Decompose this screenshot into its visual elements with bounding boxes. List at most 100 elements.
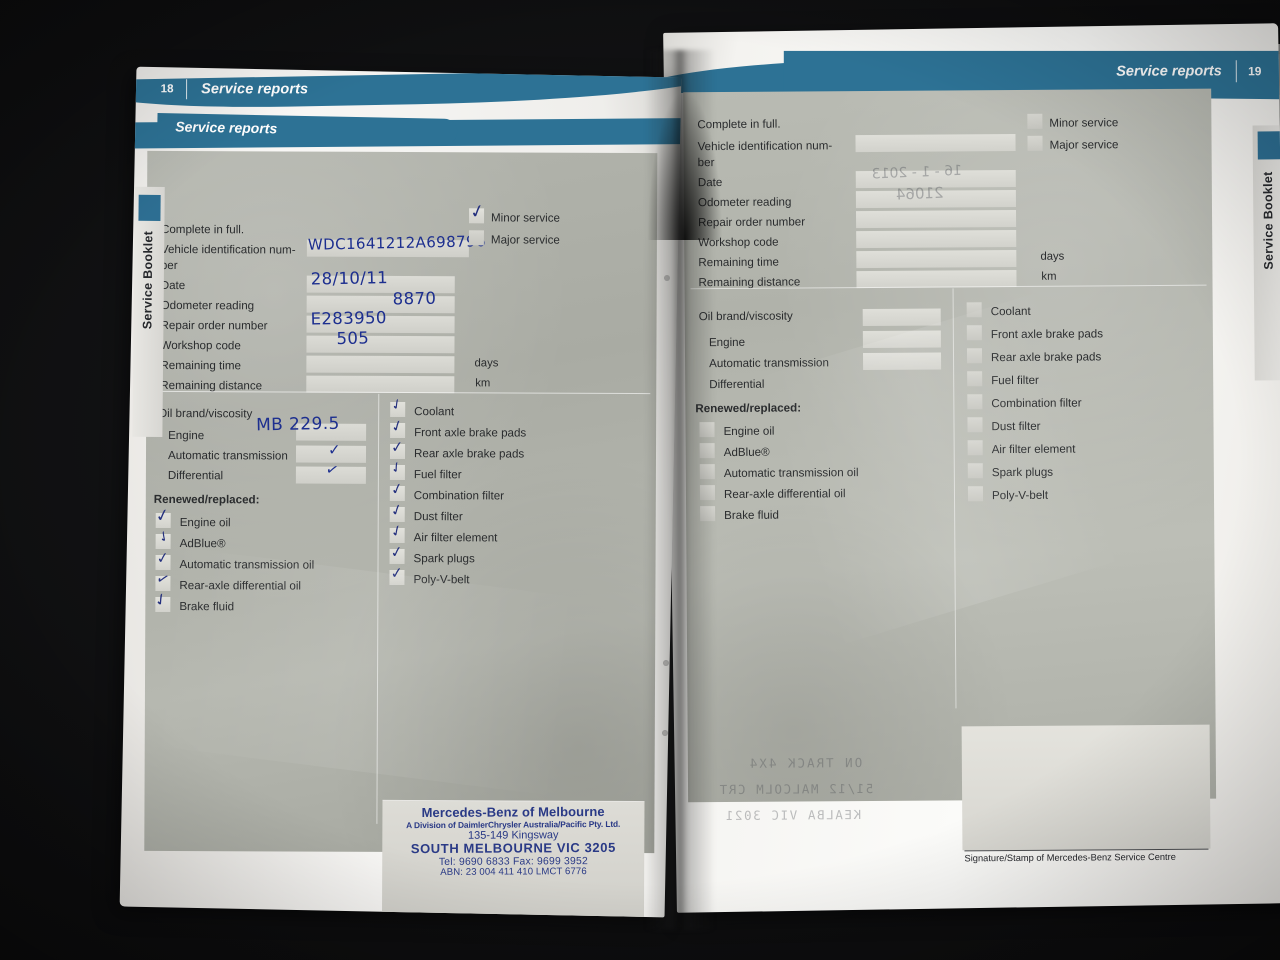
odometer-input[interactable]: 21064: [855, 184, 1016, 209]
oil-section-heading: Oil brand/viscosity: [158, 406, 253, 421]
field-label-repair-order: Repair order number: [160, 318, 268, 333]
signature-stamp-box[interactable]: Mercedes-Benz of Melbourne A Division of…: [381, 799, 645, 918]
workshop-code-input[interactable]: 505: [306, 328, 455, 354]
tick-icon: ✓: [388, 499, 406, 521]
checklist-label-fuel-filter: Fuel filter: [991, 373, 1039, 388]
oil-section-heading: Oil brand/viscosity: [698, 309, 793, 324]
repair-order-input[interactable]: [856, 209, 1017, 229]
unit-days: days: [474, 357, 499, 370]
left-page: 18 Service reports Service reports Compl…: [119, 66, 682, 918]
minor-service-label: Minor service: [491, 211, 561, 225]
oil-row-label-differential: Differential: [167, 468, 224, 483]
vin-input[interactable]: WDC1641212A698796: [306, 232, 486, 258]
tick-icon: ✓: [155, 548, 171, 568]
renewed-checkbox-brake-fluid[interactable]: ✓: [150, 588, 171, 613]
major-service-checkbox[interactable]: [1027, 135, 1043, 151]
bleed-stamp-line3: KEALBA VIC 3021: [724, 807, 862, 824]
checklist-checkbox-rear-axle-brake-pads[interactable]: ✓: [389, 437, 406, 460]
checklist-checkbox-front-axle-brake-pads[interactable]: [966, 325, 982, 341]
remaining-time-input[interactable]: days: [306, 355, 498, 374]
service-booklet: Service reports 19 Complete in full. Veh…: [60, 10, 1280, 940]
checklist-label-air-filter-element: Air filter element: [991, 442, 1076, 457]
checklist-checkbox-poly-v-belt[interactable]: [967, 486, 984, 502]
checklist-checkbox-dust-filter[interactable]: ✓: [388, 500, 406, 523]
checklist-checkbox-air-filter-element[interactable]: ✓: [387, 520, 406, 544]
checklist-label-spark-plugs: Spark plugs: [991, 465, 1054, 480]
field-label-odometer: Odometer reading: [160, 298, 255, 313]
renewed-checkbox-engine-oil[interactable]: [699, 422, 715, 438]
minor-service-checkbox[interactable]: [1027, 113, 1043, 129]
checklist-label-front-axle-brake-pads: Front axle brake pads: [414, 426, 527, 440]
checklist-label-combination-filter: Combination filter: [991, 396, 1082, 411]
oil-transmission-input[interactable]: [862, 330, 941, 349]
oil-engine-input[interactable]: MB 229.5: [256, 414, 367, 441]
checklist-checkbox-front-axle-brake-pads[interactable]: ✓: [388, 415, 406, 439]
renewed-label-rear-axle-differential-oil: Rear-axle differential oil: [179, 579, 302, 593]
renewed-checkbox-automatic-transmission-oil[interactable]: [699, 464, 715, 480]
checklist-label-spark-plugs: Spark plugs: [413, 552, 475, 566]
renewed-checkbox-rear-axle-differential-oil[interactable]: [699, 485, 716, 501]
minor-service-checkbox[interactable]: ✓: [468, 200, 488, 224]
oil-differential-input[interactable]: ✓: [295, 459, 366, 484]
renewed-checkbox-automatic-transmission-oil[interactable]: ✓: [155, 548, 171, 571]
tick-icon: ✓: [388, 395, 407, 415]
left-page-side-tab[interactable]: Service Booklet: [132, 186, 165, 438]
dealer-stamp: Mercedes-Benz of Melbourne A Division of…: [388, 804, 638, 880]
right-page-side-tab-label: Service Booklet: [1260, 171, 1276, 270]
workshop-code-input[interactable]: [856, 229, 1017, 249]
checklist-checkbox-combination-filter[interactable]: ✓: [389, 479, 405, 502]
tick-icon: ✓: [154, 527, 175, 547]
checklist-checkbox-spark-plugs[interactable]: [967, 463, 983, 479]
right-page-number: 19: [1248, 64, 1262, 79]
checklist-checkbox-rear-axle-brake-pads[interactable]: [966, 348, 983, 364]
signature-stamp-box[interactable]: [961, 724, 1211, 851]
oil-engine-input[interactable]: [862, 308, 941, 327]
dealer-stamp-abn: ABN: 23 004 411 410 LMCT 6776: [440, 866, 587, 879]
checklist-checkbox-air-filter-element[interactable]: [967, 440, 983, 456]
tick-icon: ✓: [154, 568, 172, 590]
checklist-label-dust-filter: Dust filter: [413, 510, 463, 524]
right-page-side-tab[interactable]: Service Booklet: [1252, 125, 1280, 381]
renewed-checkbox-adblue[interactable]: [699, 443, 715, 459]
checklist-label-fuel-filter: Fuel filter: [413, 468, 462, 482]
checklist-label-combination-filter: Combination filter: [413, 489, 505, 503]
vin-value: WDC1641212A698796: [307, 232, 487, 254]
checklist-label-poly-v-belt: Poly-V-belt: [991, 488, 1049, 503]
side-tab-marker: [138, 194, 161, 222]
renewed-label-brake-fluid: Brake fluid: [724, 508, 779, 523]
oil-row-label-automatic-transmission: Automatic transmission: [167, 448, 288, 463]
checklist-checkbox-combination-filter[interactable]: [967, 394, 983, 410]
bleed-stamp-line1: ON TRACK 4X4: [747, 755, 863, 771]
field-label-workshop-code: Workshop code: [160, 338, 241, 353]
checklist-label-air-filter-element: Air filter element: [413, 531, 498, 545]
side-tab-marker: [1257, 131, 1280, 160]
remaining-time-input[interactable]: days: [856, 249, 1064, 269]
minor-service-tick: ✓: [467, 199, 488, 224]
oil-row-label-engine: Engine: [168, 428, 205, 443]
repair-order-input[interactable]: E283950: [306, 308, 455, 334]
checklist-checkbox-coolant[interactable]: [966, 302, 982, 318]
right-page-form: Complete in full. Vehicle identification…: [683, 88, 1217, 864]
checklist-checkbox-fuel-filter[interactable]: ✓: [388, 458, 406, 481]
checklist-checkbox-dust-filter[interactable]: [967, 417, 983, 433]
instruction-text: Complete in full.: [160, 222, 245, 237]
checklist-checkbox-spark-plugs[interactable]: ✓: [389, 542, 405, 565]
field-label-remaining-time: Remaining time: [160, 358, 241, 373]
renewed-checkbox-rear-axle-differential-oil[interactable]: ✓: [154, 568, 172, 592]
oil-differential-input[interactable]: [862, 352, 942, 371]
checklist-checkbox-poly-v-belt[interactable]: ✓: [389, 563, 405, 586]
oil-differential-value: ✓: [323, 459, 341, 481]
minor-service-label: Minor service: [1049, 116, 1119, 130]
checklist-label-coolant: Coolant: [414, 405, 455, 419]
bleed-stamp-line2: 51/12 MALCOLM CRT: [717, 780, 874, 798]
renewed-checkbox-engine-oil[interactable]: ✓: [154, 505, 172, 529]
checklist-checkbox-coolant[interactable]: ✓: [388, 395, 406, 418]
renewed-checkbox-brake-fluid[interactable]: [700, 506, 716, 522]
major-service-checkbox[interactable]: [468, 230, 484, 246]
remaining-distance-input[interactable]: km: [306, 375, 490, 394]
date-input[interactable]: 16 - 1 - 2013: [855, 163, 1016, 189]
vin-input[interactable]: [855, 133, 1016, 153]
checklist-checkbox-fuel-filter[interactable]: [967, 371, 983, 387]
renewed-checkbox-adblue[interactable]: ✓: [155, 527, 174, 550]
oil-row-label-automatic-transmission: Automatic transmission: [709, 356, 829, 371]
